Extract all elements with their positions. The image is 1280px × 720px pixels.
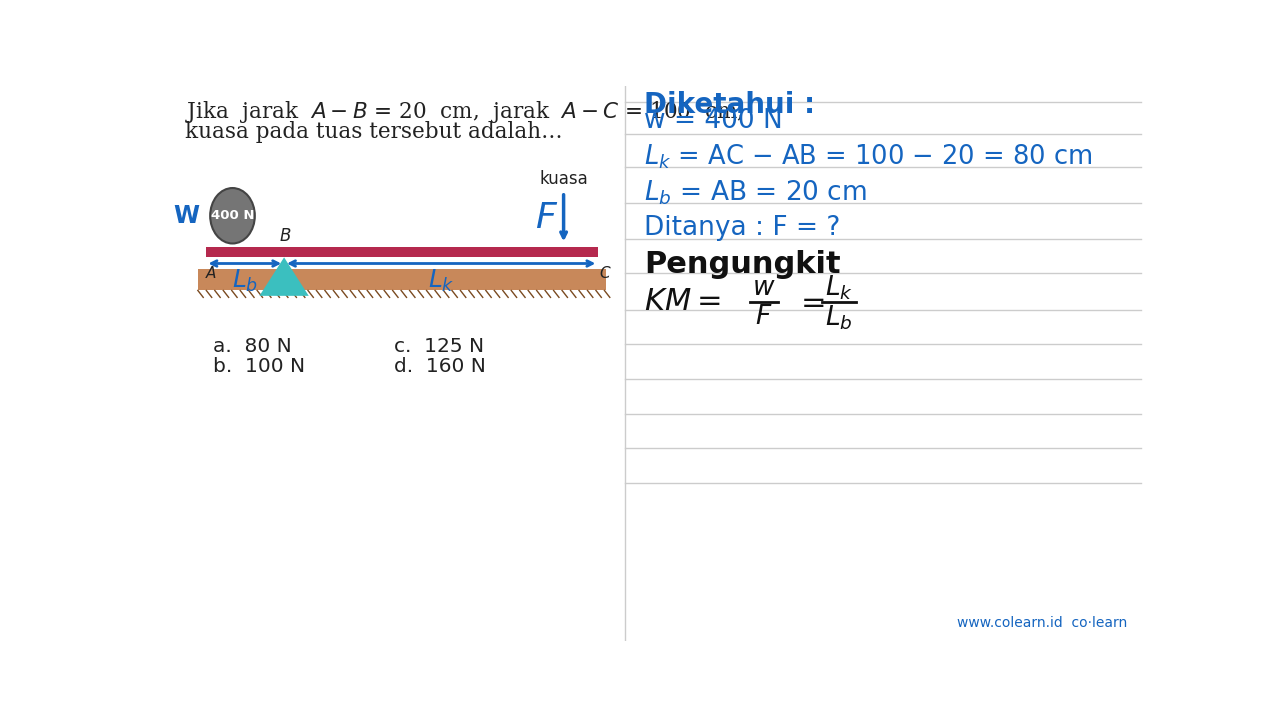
Text: Jika  jarak  $A - B$ = 20  cm,  jarak  $A - C$ = 100  cm,: Jika jarak $A - B$ = 20 cm, jarak $A - C… [184,99,744,125]
Text: w = 400 N: w = 400 N [644,108,783,134]
Text: www.colearn.id  co·learn: www.colearn.id co·learn [957,616,1128,630]
Text: $L_k$: $L_k$ [428,268,454,294]
Text: kuasa: kuasa [539,170,588,188]
Text: a.  80 N: a. 80 N [214,337,292,356]
Text: Ditanya : F = ?: Ditanya : F = ? [644,215,841,241]
Text: c.  125 N: c. 125 N [394,337,484,356]
Polygon shape [260,257,308,296]
Text: $w$: $w$ [753,275,776,301]
Text: Pengungkit: Pengungkit [644,251,841,279]
Text: kuasa pada tuas tersebut adalah…: kuasa pada tuas tersebut adalah… [184,121,562,143]
Text: d.  160 N: d. 160 N [394,357,486,377]
Text: 400 N: 400 N [211,210,255,222]
Text: $A$: $A$ [205,265,218,281]
Text: $F$: $F$ [535,201,558,235]
Text: $L_b$ = AB = 20 cm: $L_b$ = AB = 20 cm [644,179,868,207]
Text: $L_b$: $L_b$ [232,268,257,294]
Ellipse shape [210,188,255,243]
Text: $=$: $=$ [795,287,824,317]
Text: $KM =$: $KM =$ [644,287,721,317]
Text: $C$: $C$ [599,265,612,281]
Text: $L_b$: $L_b$ [826,303,852,332]
Text: $L_k$: $L_k$ [826,274,854,302]
Text: Diketahui :: Diketahui : [644,91,815,119]
Text: W: W [173,204,200,228]
Text: $L_k$ = AC − AB = 100 − 20 = 80 cm: $L_k$ = AC − AB = 100 − 20 = 80 cm [644,143,1093,171]
Bar [198,269,605,290]
Text: $B$: $B$ [279,227,291,245]
Text: $F$: $F$ [755,305,773,330]
Text: b.  100 N: b. 100 N [214,357,306,377]
Bar [206,248,598,257]
